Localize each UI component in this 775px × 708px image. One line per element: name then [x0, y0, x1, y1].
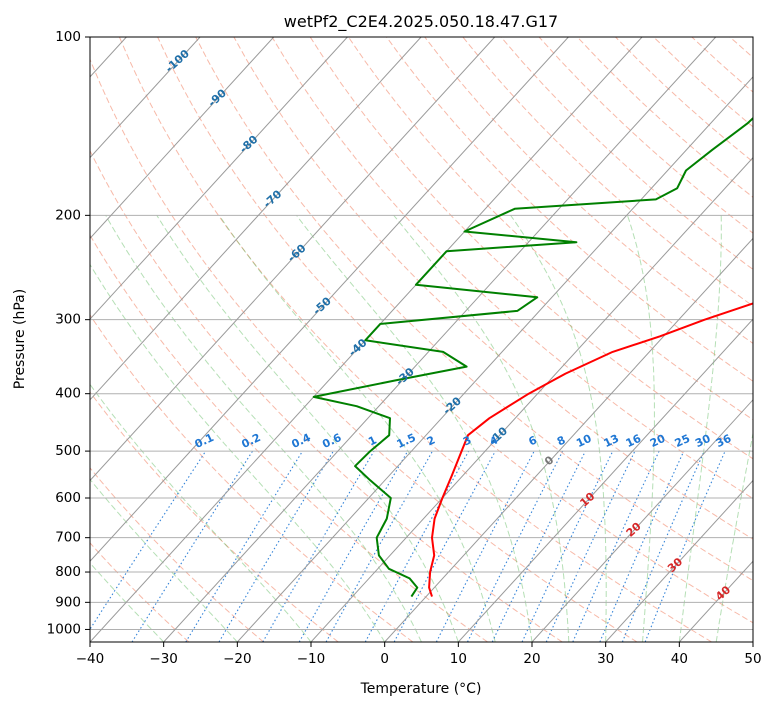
mixing-ratio-lines — [90, 450, 726, 642]
isotherm-gridline — [90, 37, 496, 482]
moist-adiabat — [90, 383, 312, 642]
moist-adiabat — [296, 215, 533, 642]
y-tick-label: 600 — [55, 490, 81, 506]
axes: −40 −30 −20 −10 0 10 20 30 40 50 100 200 300 400 500 60… — [47, 29, 762, 667]
y-tick-label: 900 — [55, 594, 81, 610]
mixing-ratio-line — [621, 450, 705, 642]
x-tick-label: 50 — [744, 651, 761, 667]
isotherm-gridline — [236, 76, 753, 642]
moist-adiabat — [105, 215, 422, 642]
temperature-line — [428, 302, 753, 597]
mixing-ratio-line — [572, 450, 660, 642]
dry-adiabat — [462, 37, 753, 307]
mixing-ratio-line — [599, 450, 685, 642]
isotherm-gridline — [163, 37, 717, 642]
isotherm-gridline — [457, 318, 753, 642]
dry-adiabats — [90, 37, 753, 642]
mixing-ratio-label: 20 — [648, 432, 668, 450]
moist-adiabat — [510, 215, 607, 642]
dry-adiabat — [271, 37, 753, 500]
y-tick-label: 100 — [55, 29, 81, 45]
y-tick-label: 700 — [55, 530, 81, 546]
x-tick-label: −20 — [223, 651, 252, 667]
mixing-ratio-label: 10 — [574, 432, 594, 450]
x-tick-label: 0 — [380, 651, 389, 667]
x-tick-label: −30 — [149, 651, 178, 667]
chart-title: wetPf2_C2E4.2025.050.18.47.G17 — [284, 12, 558, 32]
dry-adiabat — [195, 37, 753, 582]
x-tick-label: 10 — [450, 651, 467, 667]
isotherm-gridline — [90, 37, 569, 563]
plot-frame — [89, 36, 754, 643]
mixing-ratio-line — [364, 450, 470, 642]
mixing-ratio-line — [131, 450, 254, 642]
isotherm-gridline — [90, 37, 201, 159]
dewpoint-line — [312, 116, 753, 598]
y-tick-label: 300 — [55, 312, 81, 328]
y-axis-label: Pressure (hPa) — [12, 289, 28, 389]
x-tick-label: −40 — [76, 651, 105, 667]
dry-adiabat — [90, 149, 563, 642]
y-tick-label: 200 — [55, 207, 81, 223]
y-tick-label: 500 — [55, 443, 81, 459]
dry-adiabat — [90, 234, 488, 642]
dry-adiabat — [386, 37, 753, 382]
isotherm-gridline — [384, 237, 753, 642]
isotherm-gridline — [531, 399, 753, 642]
profile-series — [312, 116, 753, 598]
y-tick-label: 1000 — [47, 621, 81, 637]
x-tick-label: 30 — [597, 651, 614, 667]
mixing-ratio-label: 16 — [624, 432, 644, 450]
x-axis-label: Temperature (°C) — [360, 681, 482, 697]
moist-adiabat — [156, 215, 459, 642]
mixing-ratio-label: 25 — [673, 432, 692, 450]
moist-adiabat — [626, 215, 655, 642]
y-tick-label: 800 — [55, 564, 81, 580]
moist-adiabat — [90, 478, 238, 642]
isotherm-gridline — [310, 156, 753, 642]
moist-adiabat — [678, 215, 722, 642]
mixing-ratio-label: 13 — [602, 432, 621, 450]
x-tick-label: −10 — [297, 651, 326, 667]
mixing-ratio-line — [467, 450, 564, 642]
mixing-ratio-label: 36 — [714, 432, 734, 450]
dry-adiabat — [347, 37, 753, 421]
moist-adiabat — [715, 430, 753, 642]
isotherm-gridline — [605, 479, 753, 642]
mixing-ratio-label: 30 — [693, 432, 713, 450]
mixing-ratio-line — [90, 450, 207, 631]
moist-adiabats — [90, 214, 753, 642]
mixing-ratio-line — [325, 450, 433, 642]
mixing-ratio-line — [185, 450, 304, 642]
x-tick-label: 40 — [671, 651, 688, 667]
y-tick-label: 400 — [55, 386, 81, 402]
plot-background — [90, 37, 753, 642]
x-tick-label: 20 — [523, 651, 540, 667]
dry-adiabat — [157, 37, 753, 624]
isotherm-gridline — [90, 37, 422, 401]
dry-adiabat — [90, 58, 638, 642]
isotherm-gridlines — [90, 37, 753, 642]
moist-adiabat — [90, 263, 386, 642]
mixing-ratio-line — [393, 450, 496, 642]
isotherm-gridline — [90, 37, 348, 320]
isotherm-gridline — [90, 37, 275, 240]
dry-adiabat — [90, 467, 264, 642]
